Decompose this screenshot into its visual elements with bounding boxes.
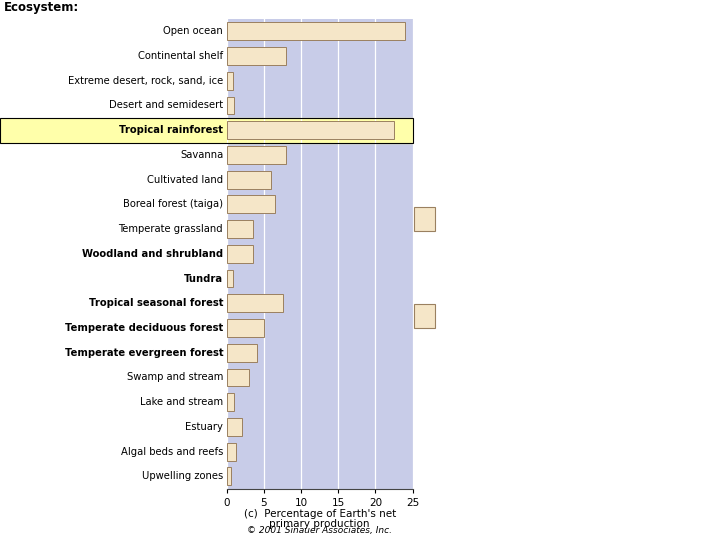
Text: Extreme desert, rock, sand, ice: Extreme desert, rock, sand, ice	[68, 76, 223, 86]
Text: Temperate grassland: Temperate grassland	[119, 224, 223, 234]
Text: Estuary: Estuary	[185, 422, 223, 432]
Bar	[227, 171, 271, 188]
Bar	[227, 72, 233, 90]
Text: 3%: 3%	[438, 154, 482, 181]
Bar	[227, 122, 394, 139]
Bar	[227, 393, 234, 411]
Bar	[227, 294, 282, 312]
Bar	[227, 47, 287, 65]
Bar	[227, 269, 233, 287]
Bar	[227, 118, 413, 143]
Text: Upwelling zones: Upwelling zones	[142, 471, 223, 481]
Text: Savanna: Savanna	[180, 150, 223, 160]
Text: Swamp and stream: Swamp and stream	[127, 373, 223, 382]
Text: Tropical rainforest: Tropical rainforest	[120, 125, 223, 135]
Text: Algal beds and reefs: Algal beds and reefs	[121, 447, 223, 457]
Text: Tundra: Tundra	[184, 274, 223, 284]
Bar	[227, 468, 230, 485]
Text: Ecosystem:: Ecosystem:	[4, 1, 79, 14]
Text: (c)  Percentage of Earth's net: (c) Percentage of Earth's net	[243, 509, 396, 519]
Text: Temperate evergreen forest: Temperate evergreen forest	[65, 348, 223, 357]
Bar	[227, 220, 253, 238]
Text: Open ocean: Open ocean	[163, 26, 223, 36]
Text: Continental shelf: Continental shelf	[138, 51, 223, 61]
Bar	[227, 319, 264, 337]
Text: Tropical seasonal forest: Tropical seasonal forest	[89, 298, 223, 308]
Bar	[227, 146, 287, 164]
Bar	[227, 245, 253, 262]
Bar	[227, 97, 234, 114]
Text: 70%: 70%	[438, 24, 500, 51]
Bar	[227, 418, 242, 436]
Text: Percentage net
NPP
(gC/m²/yr) for
different
ecosystems: Percentage net NPP (gC/m²/yr) for differ…	[500, 216, 660, 342]
Text: Boreal forest (taiga): Boreal forest (taiga)	[123, 199, 223, 210]
Text: Temperate deciduous forest: Temperate deciduous forest	[65, 323, 223, 333]
Bar	[414, 304, 436, 328]
Text: © 2001 Sinauer Associates, Inc.: © 2001 Sinauer Associates, Inc.	[247, 525, 392, 535]
Bar	[227, 368, 249, 386]
Text: primary production: primary production	[269, 519, 370, 530]
Bar	[227, 22, 405, 40]
Text: Cultivated land: Cultivated land	[147, 174, 223, 185]
Bar	[227, 344, 256, 362]
Bar	[227, 443, 235, 461]
Bar	[227, 195, 275, 213]
Text: Desert and semidesert: Desert and semidesert	[109, 100, 223, 111]
Text: Lake and stream: Lake and stream	[140, 397, 223, 407]
Text: Woodland and shrubland: Woodland and shrubland	[82, 249, 223, 259]
Bar	[414, 207, 436, 231]
